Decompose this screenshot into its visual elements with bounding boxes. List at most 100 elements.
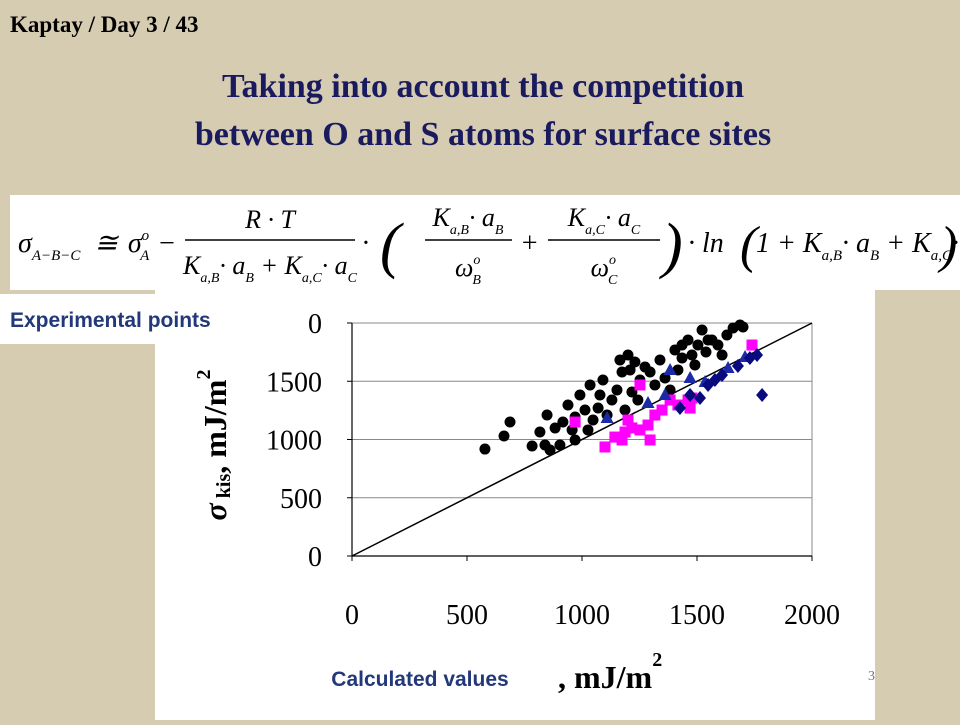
point xyxy=(712,339,724,351)
formula-token: K xyxy=(432,203,452,232)
formula-token: σ xyxy=(128,228,143,259)
formula-token: A xyxy=(139,248,150,264)
point xyxy=(696,324,708,336)
point xyxy=(569,416,581,428)
point xyxy=(597,374,609,386)
y-tick-label: 0 xyxy=(308,309,322,340)
point xyxy=(756,387,769,402)
point xyxy=(664,394,676,406)
formula-token: K xyxy=(182,251,202,280)
x-tick-label: 500 xyxy=(446,600,488,631)
y-tick-label: 500 xyxy=(280,484,322,515)
point xyxy=(579,404,591,416)
title-line: between O and S atoms for surface sites xyxy=(195,116,771,153)
formula-token: · a xyxy=(842,228,870,259)
chart-box xyxy=(155,290,875,720)
point xyxy=(737,321,749,333)
formula-token: ( xyxy=(740,217,760,274)
y-label-superscript: 2 xyxy=(193,370,215,380)
point xyxy=(594,389,606,401)
formula-part: R · T xyxy=(244,205,296,234)
header: Kaptay / Day 3 / 43 xyxy=(10,12,198,37)
formula-part: ( xyxy=(380,212,404,280)
formula-token: · a xyxy=(322,251,348,280)
formula-token: ω xyxy=(591,253,609,282)
point xyxy=(544,444,556,456)
point xyxy=(689,359,701,371)
formula-part: ( xyxy=(740,217,760,274)
formula-token: a,B xyxy=(822,248,842,264)
formula-token: − xyxy=(157,228,176,259)
y-label-symbol: σ xyxy=(197,502,233,520)
point xyxy=(526,440,538,452)
formula-part: + xyxy=(520,228,539,259)
formula-part: ωo C xyxy=(591,253,618,288)
point xyxy=(686,349,698,361)
point xyxy=(592,402,604,414)
formula-token: · a xyxy=(605,203,631,232)
formula-token: a,B xyxy=(200,271,220,286)
point xyxy=(656,404,668,416)
point xyxy=(622,414,634,426)
formula-part: 1 + Ka,B· aB + Ka,C· aC xyxy=(756,228,960,264)
point xyxy=(562,399,574,411)
formula-token: + K xyxy=(879,228,932,259)
point xyxy=(676,339,688,351)
point xyxy=(606,394,618,406)
formula-part: ) xyxy=(659,212,683,280)
formula-token: a,C xyxy=(931,248,953,264)
point xyxy=(649,379,661,391)
formula-token: ≅ xyxy=(94,228,119,259)
point xyxy=(569,434,581,446)
formula-token: a,C xyxy=(302,271,323,286)
slide-number: 3 xyxy=(868,669,875,684)
x-label-unit: , mJ/m xyxy=(558,659,653,695)
point xyxy=(644,366,656,378)
point xyxy=(654,354,666,366)
point xyxy=(676,352,688,364)
y-tick-label: 1500 xyxy=(266,367,322,398)
formula-token: ω xyxy=(455,253,473,282)
x-tick-label: 2000 xyxy=(784,600,840,631)
point xyxy=(684,402,696,414)
formula: σA−B−C ≅ σo A −R · TKa,B· aB + Ka,C· aC·(Ka,… xyxy=(18,203,960,288)
point xyxy=(541,409,553,421)
fit-line xyxy=(351,322,813,557)
point xyxy=(716,349,728,361)
formula-token: a,B xyxy=(450,223,470,238)
experimental-label: Experimental points xyxy=(10,309,211,332)
point xyxy=(746,339,758,351)
point xyxy=(673,401,686,416)
point xyxy=(619,426,631,438)
point xyxy=(554,439,566,451)
point xyxy=(624,364,636,376)
formula-token: o xyxy=(473,253,480,268)
x-tick-label: 1500 xyxy=(669,600,725,631)
formula-box xyxy=(10,195,960,290)
point xyxy=(702,334,714,346)
y-tick-label: 1000 xyxy=(266,426,322,457)
point xyxy=(649,409,661,421)
formula-token: A−B−C xyxy=(31,248,82,264)
formula-token: σ xyxy=(18,228,33,259)
formula-token: B xyxy=(495,223,504,238)
point xyxy=(599,441,611,453)
point xyxy=(634,379,646,391)
formula-part: Ka,B· aB + Ka,C· aC xyxy=(182,251,358,286)
point xyxy=(582,424,594,436)
point xyxy=(557,416,569,428)
formula-part: ) xyxy=(937,217,957,274)
x-label-box xyxy=(298,656,542,700)
point xyxy=(498,430,510,442)
point xyxy=(504,416,516,428)
point xyxy=(644,434,656,446)
point xyxy=(479,443,491,455)
point xyxy=(632,394,644,406)
point xyxy=(626,422,638,434)
formula-token: o xyxy=(609,253,616,268)
point xyxy=(692,339,704,351)
point xyxy=(731,358,744,373)
point xyxy=(659,372,671,384)
